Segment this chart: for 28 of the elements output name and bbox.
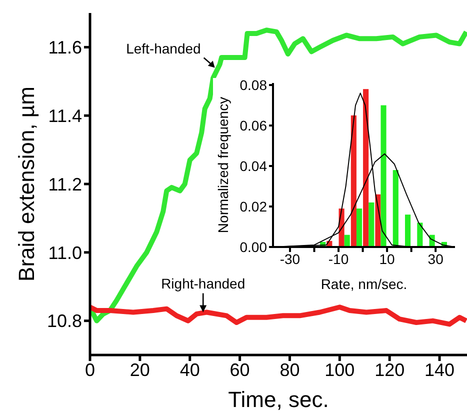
y-tick-label: 11.0 [48,242,82,263]
y-axis-title: Normalized frequency [215,96,231,234]
y-tick-label: 11.2 [48,174,82,194]
y-tick-label: 0.02 [240,198,268,214]
x-tick-label: -10 [328,250,349,267]
x-tick-label: 30 [428,250,444,267]
x-tick-label: 120 [374,360,405,380]
x-axis-title: Rate, nm/sec. [320,276,408,292]
x-tick-label: 100 [324,360,355,380]
x-tick-label: 40 [180,360,200,380]
y-tick-label: 11.4 [48,106,82,126]
x-tick-label: 140 [424,360,455,380]
x-tick-label: 60 [230,360,250,380]
x-tick-label: -30 [280,250,300,267]
y-tick-label: 10.8 [46,311,82,332]
y-tick-label: 0.04 [240,158,268,174]
x-tick-label: 20 [130,360,150,380]
x-tick-label: 0 [84,360,96,380]
x-tick-label: 80 [280,360,300,380]
x-axis-title: Time, sec. [228,387,329,412]
y-axis-title: Braid extension, µm [14,86,39,282]
y-tick-label: 0.08 [240,76,268,93]
y-tick-label: 0.00 [240,238,268,255]
y-tick-label: 11.6 [48,38,82,58]
annotation: Right-handed [161,275,246,292]
annotation: Left-handed [126,40,201,57]
y-tick-label: 0.06 [240,117,268,134]
x-tick-label: 10 [379,250,396,267]
